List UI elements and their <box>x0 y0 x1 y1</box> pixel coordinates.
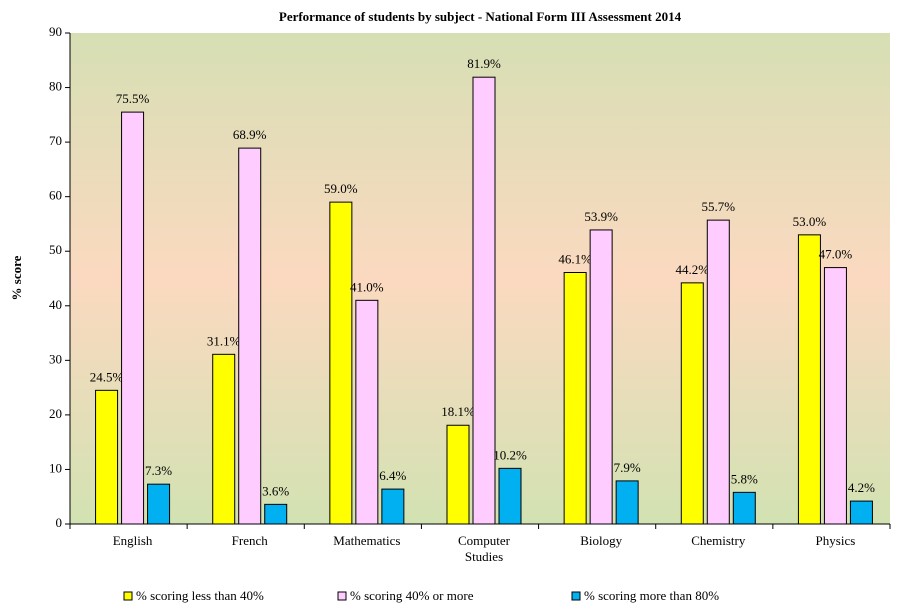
legend-swatch <box>571 591 581 601</box>
bar <box>121 111 145 525</box>
x-tick-label: Physics <box>816 533 856 548</box>
bar <box>589 229 613 525</box>
value-label: 3.6% <box>262 483 289 498</box>
bar <box>238 147 262 525</box>
value-label: 47.0% <box>819 247 853 262</box>
value-label: 46.1% <box>558 251 592 266</box>
value-label: 68.9% <box>233 127 267 142</box>
y-tick-label: 80 <box>49 79 62 94</box>
y-tick-label: 40 <box>49 297 62 312</box>
bar <box>706 219 730 525</box>
y-tick-label: 20 <box>49 406 62 421</box>
value-label: 4.2% <box>848 480 875 495</box>
x-tick-label: Mathematics <box>333 533 400 548</box>
legend-label: % scoring more than 80% <box>584 588 719 603</box>
value-label: 53.9% <box>584 209 618 224</box>
bar <box>381 488 405 525</box>
bar <box>95 389 119 525</box>
bar <box>446 424 470 525</box>
bar <box>329 201 353 525</box>
x-tick-label: Biology <box>580 533 622 548</box>
value-label: 44.2% <box>675 262 709 277</box>
bar <box>147 483 171 525</box>
value-label: 7.9% <box>614 460 641 475</box>
legend-label: % scoring 40% or more <box>350 588 474 603</box>
x-tick-label: Computer Studies <box>458 533 511 564</box>
x-tick-label: French <box>232 533 269 548</box>
legend-swatch <box>123 591 133 601</box>
bar <box>563 271 587 525</box>
value-label: 55.7% <box>701 199 735 214</box>
y-axis-title: % score <box>9 255 24 300</box>
value-label: 10.2% <box>493 447 527 462</box>
bar <box>264 503 288 525</box>
value-label: 24.5% <box>90 369 124 384</box>
value-label: 81.9% <box>467 56 501 71</box>
legend-label: % scoring less than 40% <box>136 588 264 603</box>
value-label: 41.0% <box>350 279 384 294</box>
y-tick-label: 50 <box>49 242 62 257</box>
bar <box>615 480 639 525</box>
bar <box>797 234 821 525</box>
bar <box>472 76 496 525</box>
value-label: 59.0% <box>324 181 358 196</box>
y-tick-label: 10 <box>49 460 62 475</box>
value-label: 5.8% <box>731 471 758 486</box>
value-label: 75.5% <box>116 91 150 106</box>
value-label: 6.4% <box>379 468 406 483</box>
y-tick-label: 70 <box>49 133 62 148</box>
bar <box>849 500 873 525</box>
x-tick-label: Chemistry <box>691 533 746 548</box>
bar <box>212 353 236 525</box>
value-label: 31.1% <box>207 333 241 348</box>
bar <box>732 491 756 525</box>
chart-title: Performance of students by subject - Nat… <box>279 9 682 24</box>
y-tick-label: 0 <box>56 515 63 530</box>
y-tick-label: 60 <box>49 188 62 203</box>
bar <box>355 299 379 525</box>
bar <box>823 267 847 525</box>
legend-swatch <box>337 591 347 601</box>
bar <box>498 467 522 525</box>
bar <box>680 282 704 525</box>
value-label: 18.1% <box>441 404 475 419</box>
y-tick-label: 30 <box>49 351 62 366</box>
value-label: 53.0% <box>793 214 827 229</box>
x-tick-label: English <box>113 533 153 548</box>
y-tick-label: 90 <box>49 24 62 39</box>
value-label: 7.3% <box>145 463 172 478</box>
